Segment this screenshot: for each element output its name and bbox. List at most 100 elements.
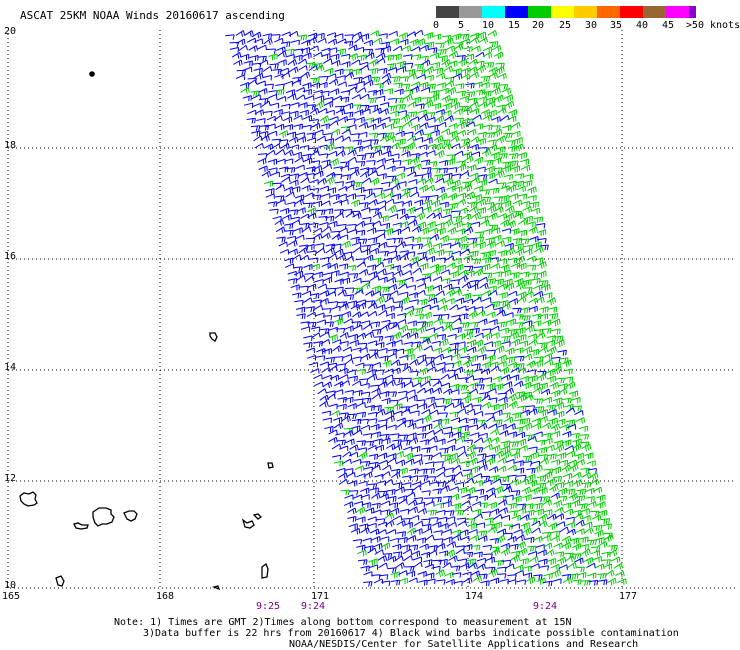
wind-barb (418, 144, 428, 150)
wind-barb (490, 547, 501, 556)
wind-barb (274, 73, 284, 80)
wind-barb (443, 355, 453, 361)
wind-barb (520, 417, 531, 425)
wind-barb (319, 328, 330, 335)
wind-barb (444, 37, 454, 46)
wind-barb (503, 416, 514, 424)
wind-barb (246, 117, 256, 124)
wind-barb (570, 537, 580, 545)
wind-barb (463, 46, 473, 53)
wind-barb (439, 87, 449, 95)
wind-barb (408, 577, 418, 584)
wind-barb (293, 266, 303, 273)
wind-barb (442, 398, 453, 405)
wind-barb (418, 579, 428, 586)
wind-barb (325, 109, 335, 116)
wind-barb (432, 33, 442, 40)
wind-barb (537, 549, 547, 556)
wind-barb (372, 149, 383, 156)
wind-barb (508, 510, 518, 517)
wind-barb (330, 230, 341, 237)
wind-barb (447, 227, 457, 235)
wind-barb (341, 61, 351, 68)
wind-barb (277, 96, 287, 102)
wind-barb (347, 403, 357, 410)
wind-barb (419, 113, 429, 121)
wind-barb (501, 450, 512, 459)
wind-barb (360, 565, 370, 572)
wind-barb (451, 353, 461, 360)
wind-barb (327, 73, 337, 79)
wind-barb (409, 38, 419, 47)
wind-barb (408, 544, 419, 551)
wind-barb (342, 346, 353, 352)
wind-barb (555, 521, 566, 527)
wind-barb (299, 285, 309, 292)
wind-barb (361, 248, 371, 256)
wind-barb (608, 544, 618, 551)
wind-barb (250, 90, 260, 97)
wind-barb (425, 41, 435, 49)
wind-barb (433, 135, 444, 144)
wind-barb (514, 212, 524, 220)
wind-barb (432, 242, 443, 250)
wind-barb (448, 202, 459, 210)
wind-barb (336, 439, 346, 446)
wind-barb (315, 32, 325, 39)
wind-barb (552, 361, 562, 369)
wind-barb (402, 482, 412, 488)
wind-barb (554, 513, 565, 520)
wind-barb (517, 334, 527, 341)
wind-barb (318, 81, 328, 89)
wind-barb (375, 408, 386, 416)
lat-label: 10 (4, 580, 17, 591)
wind-barb (445, 45, 455, 52)
wind-barb (587, 539, 597, 546)
wind-barb (467, 201, 478, 208)
wind-barb (514, 314, 524, 320)
wind-barb (397, 495, 407, 502)
wind-barb (595, 537, 605, 544)
wind-barb (598, 579, 608, 586)
wind-barb (495, 66, 505, 75)
wind-barb (341, 310, 352, 318)
wind-barb (459, 95, 469, 102)
wind-barb (294, 48, 304, 54)
wind-barb (425, 112, 436, 118)
island (55, 575, 65, 587)
wind-barb (513, 380, 524, 388)
wind-barb (521, 381, 532, 390)
wind-barb (462, 359, 473, 368)
wind-barb (442, 242, 452, 249)
wind-barb (307, 283, 317, 291)
wind-barb (299, 145, 310, 151)
legend-swatch (459, 6, 482, 18)
wind-barb (468, 562, 478, 570)
wind-barb (455, 548, 466, 555)
wind-barb (431, 102, 442, 110)
wind-barb (409, 116, 420, 122)
wind-barb (530, 487, 540, 495)
wind-barb (437, 516, 448, 523)
wind-barb (409, 358, 419, 366)
wind-barb (430, 62, 441, 69)
wind-barb (367, 444, 377, 451)
wind-barb (339, 96, 350, 103)
wind-barb (517, 367, 527, 374)
wind-barb (360, 353, 371, 361)
wind-barb (333, 166, 343, 172)
wind-barb (514, 564, 524, 572)
wind-barb (395, 166, 406, 172)
wind-barb (319, 115, 330, 124)
wind-barb (405, 251, 416, 257)
wind-barb (319, 256, 330, 263)
wind-barb (463, 255, 473, 263)
wind-barb (469, 250, 479, 257)
wind-barb (390, 433, 400, 439)
wind-barb (527, 186, 537, 194)
wind-barb (428, 445, 438, 451)
wind-barb (503, 524, 514, 530)
wind-barb (416, 399, 426, 405)
wind-barb (315, 243, 325, 249)
wind-barb (434, 326, 444, 332)
